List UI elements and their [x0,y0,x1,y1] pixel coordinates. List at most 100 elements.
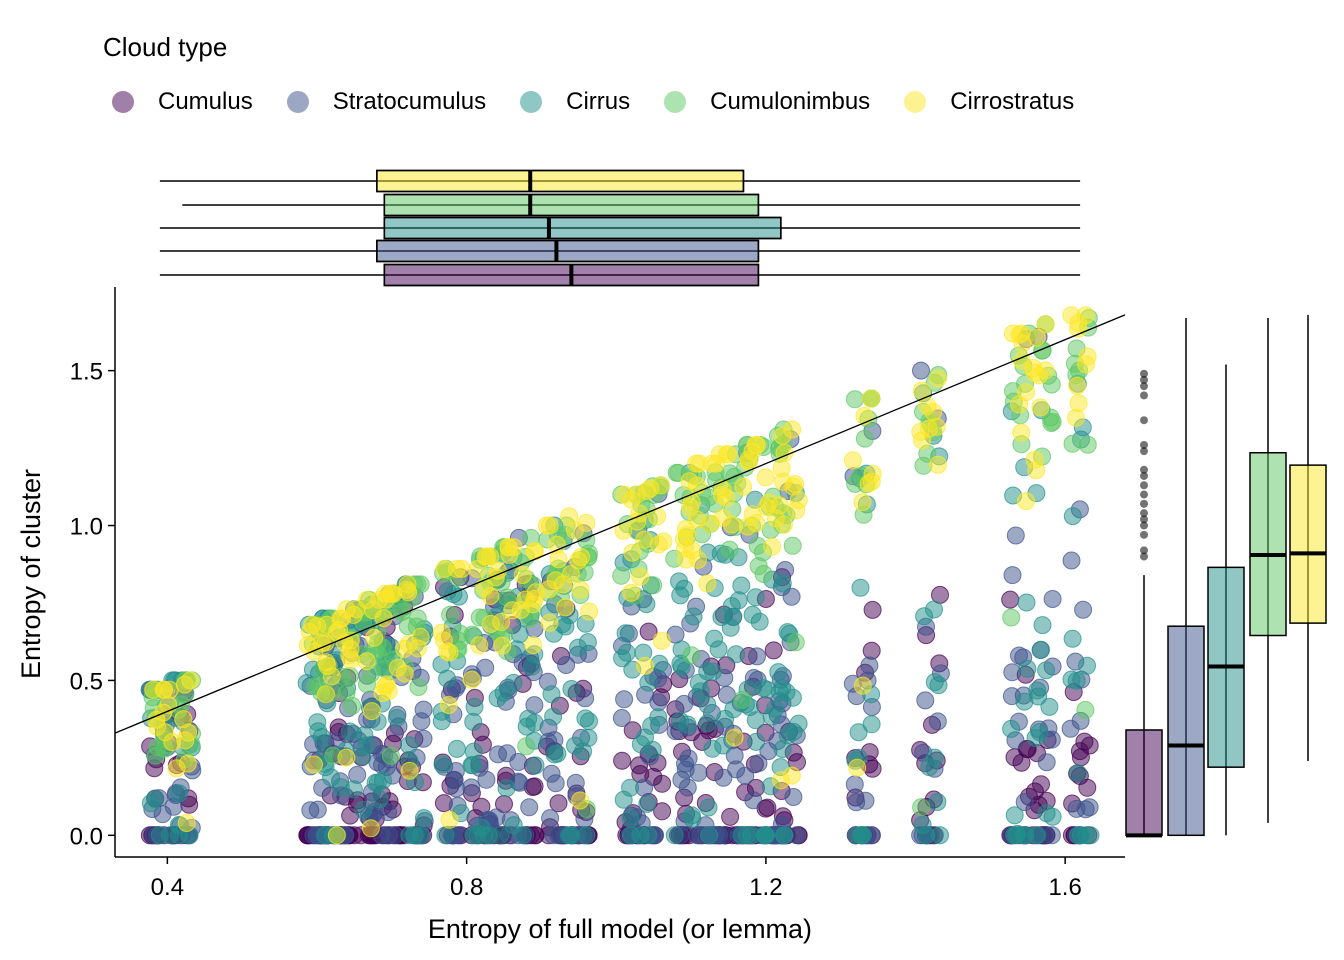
data-point [754,679,773,698]
data-point [654,532,673,551]
data-point [465,697,484,716]
data-point [644,576,663,595]
data-point [860,656,879,675]
data-point [845,390,864,409]
data-point [1078,656,1096,675]
data-point [537,516,556,535]
data-point [746,588,765,607]
data-point [409,678,428,696]
data-point [1063,507,1082,526]
data-point [845,775,864,794]
data-point [614,790,633,809]
data-point [1012,324,1031,343]
data-point [700,826,719,845]
data-point [523,657,541,676]
data-point [476,547,495,566]
data-point [569,551,588,570]
data-point [1037,661,1056,680]
data-point [847,793,866,812]
data-point [491,826,510,845]
data-point [340,722,359,741]
data-point [783,536,802,555]
data-point [786,633,805,652]
data-point [639,826,658,845]
data-point [852,826,871,845]
legend-key-cumulus [112,91,134,113]
data-point [762,707,781,726]
right-outlier [1140,465,1148,474]
data-point [462,778,481,797]
data-point [616,624,635,643]
data-point [682,806,701,825]
data-point [709,640,728,659]
data-point [1061,719,1080,738]
data-point [1037,753,1056,772]
data-point [1015,793,1034,811]
right-box [1249,451,1287,637]
right-outlier [1140,499,1148,508]
data-point [317,685,335,704]
right-outlier [1140,481,1148,490]
data-point [643,740,662,759]
data-point [763,537,782,556]
data-point [639,622,658,641]
top-box-outline [383,216,782,240]
data-point [363,601,382,619]
data-point [540,613,559,632]
data-point [1078,435,1097,454]
data-point [929,369,948,388]
data-point [497,779,516,798]
data-point [928,712,947,731]
data-point [322,667,341,686]
top-box [383,216,782,240]
data-point [672,770,691,789]
data-point [361,819,380,838]
data-point [523,595,542,614]
data-point [1018,659,1037,678]
data-point [395,664,414,683]
data-point [387,709,406,727]
data-point [163,733,182,752]
data-point [399,583,418,602]
data-point [631,567,650,586]
data-point [613,649,632,668]
y-tick-label: 1.5 [70,359,103,386]
data-point [470,636,489,655]
data-point [653,802,672,821]
data-point [376,584,394,603]
data-point [517,737,536,756]
data-point [1002,608,1021,627]
data-point [493,636,512,655]
right-outlier [1140,530,1148,539]
data-point [862,389,881,408]
data-point [783,688,802,707]
data-point [1025,450,1044,469]
right-outlier [1140,509,1148,518]
data-point [684,607,703,626]
data-point [912,798,931,817]
data-point [509,753,528,771]
data-point [432,712,451,731]
data-point [689,763,708,782]
data-point [720,540,739,559]
data-point [357,736,376,755]
top-marginal-boxplot [159,169,1081,287]
data-point [1032,640,1050,659]
x-axis-title: Entropy of full model (or lemma) [428,914,812,944]
legend-key-cumulonimbus [664,91,687,113]
data-point [477,770,496,789]
data-point [782,766,801,785]
top-box [383,193,760,217]
data-point [492,613,511,631]
data-point [370,790,389,809]
legend-label-cumulonimbus: Cumulonimbus [710,88,871,115]
data-point [1001,590,1020,609]
data-point [148,717,167,736]
data-point [748,436,766,454]
data-point [699,798,718,817]
data-point [439,696,458,714]
data-point [855,407,874,425]
legend-item-cirrostratus: Cirrostratus [904,88,1074,116]
data-point [441,605,460,624]
legend-item-cumulonimbus: Cumulonimbus [664,88,870,116]
